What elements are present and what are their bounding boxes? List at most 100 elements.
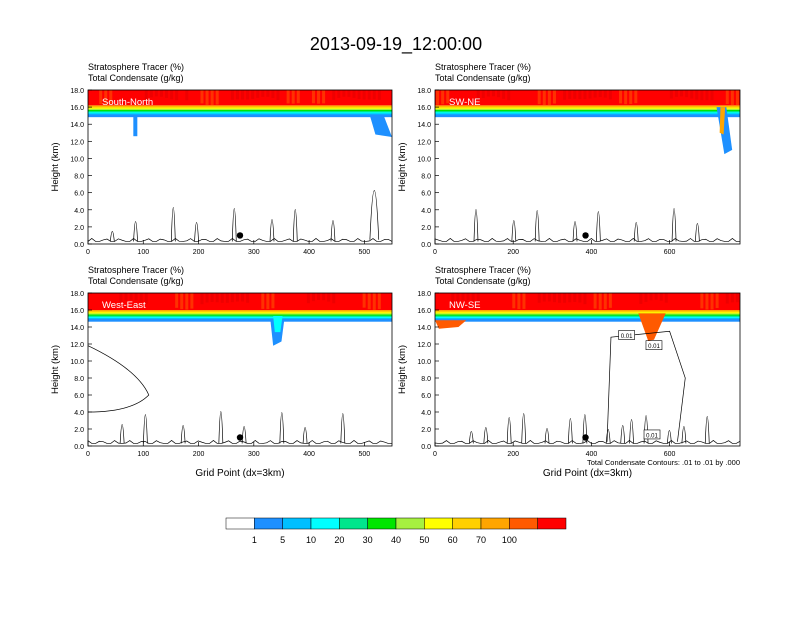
y-tick-label: 0.0 [74, 444, 84, 451]
contour-cell [671, 208, 677, 242]
tracer-streak [256, 293, 260, 308]
tracer-band [435, 107, 740, 110]
colorbar-label: 5 [280, 535, 285, 545]
colorbar-bin [537, 517, 567, 530]
tracer-streak [144, 293, 148, 304]
tracer-band [435, 317, 740, 320]
contour-label: 0.01 [648, 344, 660, 350]
tracer-streak [558, 90, 562, 102]
tracer-streak [99, 293, 103, 306]
y-tick-label: 18.0 [417, 291, 431, 298]
tracer-streak [451, 90, 455, 103]
tracer-streak [271, 293, 275, 309]
tracer-streak [583, 90, 587, 100]
x-tick-label: 300 [248, 451, 260, 458]
tracer-intrusion [273, 315, 283, 333]
tracer-streak [471, 293, 475, 302]
tracer-streak [563, 293, 567, 303]
tracer-band-edge [435, 114, 740, 118]
x-tick-label: 400 [586, 249, 598, 256]
colorbar-label: 100 [502, 535, 517, 545]
tracer-streak [367, 90, 371, 100]
tracer-streak [649, 90, 653, 103]
tracer-streak [180, 90, 184, 101]
y-tick-label: 10.0 [70, 156, 84, 163]
tracer-streak [281, 293, 285, 307]
x-tick-label: 500 [359, 451, 371, 458]
tracer-streak [286, 90, 290, 104]
condensate-contours [87, 345, 392, 444]
tracer-streak [568, 293, 572, 303]
tracer-streak [680, 293, 684, 306]
tracer-streak [180, 293, 184, 310]
y-axis-label: Height (km) [397, 345, 408, 394]
tracer-streak [337, 293, 341, 305]
tracer-band [88, 314, 392, 317]
y-tick-label: 0.0 [74, 242, 84, 249]
colorbar-label: 20 [334, 535, 344, 545]
contour-note: Total Condensate Contours: .01 to .01 by… [587, 458, 740, 467]
condensate-contours [434, 208, 740, 242]
y-tick-label: 18.0 [70, 291, 84, 298]
x-tick-label: 0 [433, 249, 437, 256]
tracer-band [435, 313, 740, 316]
tracer-region-100 [88, 90, 392, 106]
tracer-streak [317, 293, 321, 300]
tracer-streak [664, 293, 668, 303]
tracer-streak [436, 90, 440, 105]
contour-label: 0.01 [621, 334, 633, 340]
tracer-band-edge [88, 319, 392, 322]
tracer-streak [301, 293, 305, 306]
tracer-streak [710, 90, 714, 101]
tracer-streak [129, 293, 133, 300]
colorbar-bin [480, 517, 510, 530]
tracer-streak [608, 90, 612, 100]
tracer-streak [124, 90, 128, 103]
tracer-streak [598, 90, 602, 98]
tracer-streak [342, 293, 346, 306]
y-tick-label: 16.0 [417, 308, 431, 315]
tracer-band [435, 109, 740, 112]
contour-label-box [618, 330, 635, 340]
tracer-band [435, 312, 740, 314]
tracer-streak [200, 293, 204, 305]
tracer-streak [109, 90, 113, 104]
tracer-streak [664, 90, 668, 101]
tracer-streak [634, 293, 638, 306]
tracer-streak [89, 293, 93, 307]
contour-surface [434, 237, 740, 242]
tracer-band [88, 112, 392, 114]
tracer-streak [246, 293, 250, 303]
tracer-streak [241, 293, 245, 302]
tracer-streak [322, 90, 326, 104]
tracer-streak [377, 293, 381, 310]
tracer-streak [644, 90, 648, 103]
y-tick-label: 2.0 [421, 225, 431, 232]
tracer-streak [512, 293, 516, 309]
tracer-streak [537, 90, 541, 105]
tracer-streak [659, 293, 663, 301]
tracer-streak [629, 90, 633, 104]
contour-cell [596, 211, 601, 242]
tracer-streak [311, 90, 315, 104]
tracer-streak [149, 90, 153, 98]
y-tick-label: 14.0 [417, 122, 431, 129]
contour-cell [473, 209, 479, 242]
tracer-band [435, 310, 740, 312]
tracer-streak [159, 293, 163, 306]
x-tick-label: 200 [193, 249, 205, 256]
x-axis-label: Grid Point (dx=3km) [195, 468, 284, 479]
contour-cell [620, 425, 626, 444]
colorbar-bin [367, 517, 397, 530]
tracer-streak [296, 90, 300, 104]
tracer-streak [456, 90, 460, 103]
y-tick-label: 0.0 [421, 444, 431, 451]
tracer-streak [644, 293, 648, 302]
panels: Stratosphere Tracer (%)Total Condensate … [50, 62, 741, 479]
tracer-band [88, 113, 392, 116]
tracer-streak [573, 293, 577, 302]
contour-cell [109, 231, 115, 242]
contour-cell [506, 417, 512, 444]
panel-nw-se: Stratosphere Tracer (%)Total Condensate … [397, 265, 741, 479]
tracer-streak [261, 293, 265, 309]
